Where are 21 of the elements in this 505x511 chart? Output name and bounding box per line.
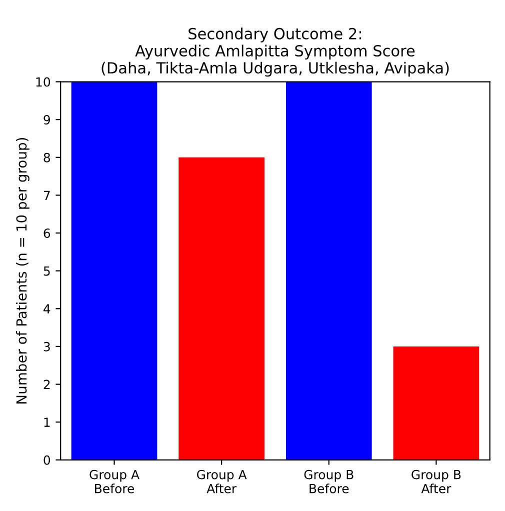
y-tick-label: 8 — [44, 152, 50, 162]
bar — [178, 157, 264, 460]
y-tick-label: 1 — [44, 418, 50, 427]
bar — [71, 82, 158, 460]
y-axis-title: Number of Patients (n = 10 per group) — [16, 138, 30, 404]
y-tick-label: 2 — [44, 380, 50, 390]
x-tick-label: Group B After — [412, 470, 461, 494]
y-tick-label: 7 — [44, 190, 50, 200]
bar — [286, 82, 372, 460]
chart-title: Secondary Outcome 2: Ayurvedic Amlapitta Symptom Score (Daha, Tikta-Amla Udgara, Utklesha, Avipaka) — [102, 28, 449, 77]
y-tick-label: 9 — [44, 115, 50, 124]
bar — [393, 346, 480, 460]
x-tick-label: Group B Before — [304, 470, 354, 494]
y-tick-label: 3 — [44, 342, 50, 352]
y-tick-label: 5 — [44, 266, 50, 276]
x-tick-label: Group A After — [196, 470, 247, 494]
y-tick-label: 6 — [44, 228, 50, 238]
y-tick-label: 10 — [36, 77, 50, 87]
y-tick-label: 0 — [44, 455, 50, 465]
y-tick-label: 4 — [44, 304, 50, 314]
x-tick-label: Group A Before — [90, 470, 140, 494]
